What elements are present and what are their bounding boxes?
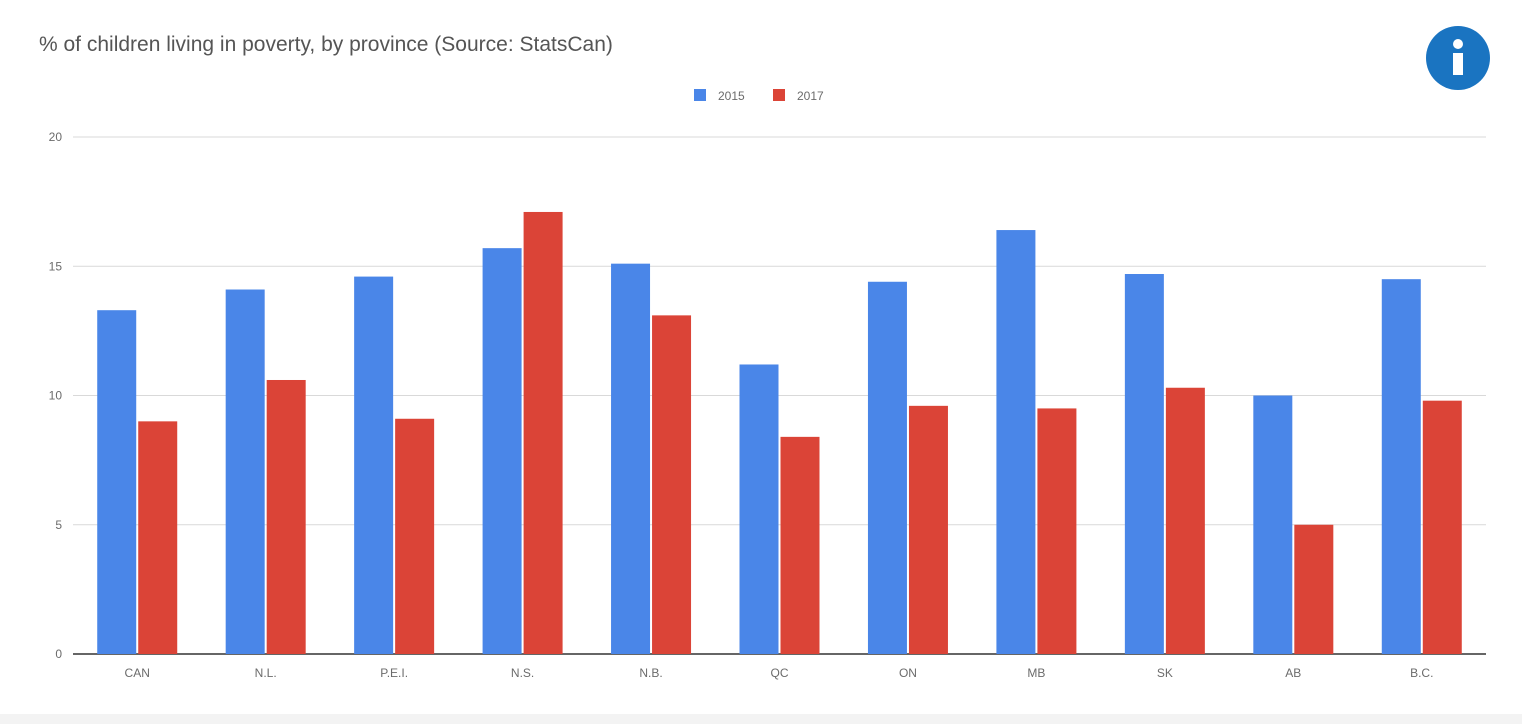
bars [97, 211, 1462, 655]
x-tick-label: QC [771, 666, 789, 680]
y-tick-label: 20 [49, 130, 63, 144]
bar-2015-nb[interactable] [611, 263, 651, 654]
legend-swatch-2017 [773, 89, 785, 101]
bar-2015-pei[interactable] [354, 276, 394, 654]
bar-2017-nl[interactable] [266, 379, 306, 654]
bar-2017-on[interactable] [908, 405, 948, 654]
bar-2017-ns[interactable] [523, 211, 563, 654]
info-icon [1453, 39, 1463, 75]
bar-2017-nb[interactable] [652, 315, 692, 654]
legend-swatch-2015 [694, 89, 706, 101]
legend-label-2017: 2017 [797, 89, 824, 103]
x-tick-label: P.E.I. [380, 666, 408, 680]
bar-2017-qc[interactable] [780, 436, 820, 654]
legend-label-2015: 2015 [718, 89, 745, 103]
bar-2017-can[interactable] [138, 421, 178, 654]
x-tick-label: N.S. [511, 666, 534, 680]
x-tick-label: AB [1285, 666, 1301, 680]
x-tick-label: N.B. [639, 666, 662, 680]
bar-2015-qc[interactable] [739, 364, 779, 654]
gridlines [73, 136, 1486, 655]
info-button[interactable] [1426, 26, 1490, 90]
y-tick-label: 0 [55, 647, 62, 661]
bar-2015-ns[interactable] [482, 248, 522, 654]
bar-2017-sk[interactable] [1165, 387, 1205, 654]
bar-2017-pei[interactable] [395, 418, 435, 654]
x-tick-label: ON [899, 666, 917, 680]
bar-2015-can[interactable] [97, 310, 137, 654]
bar-2017-bc[interactable] [1422, 400, 1462, 654]
bar-2015-ab[interactable] [1253, 395, 1293, 655]
y-axis-ticks: 0 5 10 15 20 [49, 130, 63, 661]
bar-2017-mb[interactable] [1037, 408, 1077, 654]
chart-title: % of children living in poverty, by prov… [39, 33, 613, 56]
x-tick-label: MB [1027, 666, 1045, 680]
bar-2015-on[interactable] [867, 281, 907, 654]
x-axis-labels: CAN N.L. P.E.I. N.S. N.B. QC ON MB SK AB B.C. [125, 666, 1434, 680]
bar-2015-bc[interactable] [1381, 279, 1421, 654]
legend: 2015 2017 [694, 89, 824, 103]
bar-2015-mb[interactable] [996, 230, 1036, 654]
x-tick-label: B.C. [1410, 666, 1433, 680]
y-tick-label: 5 [55, 518, 62, 532]
y-tick-label: 10 [49, 389, 63, 403]
bar-2015-sk[interactable] [1124, 274, 1164, 654]
x-tick-label: CAN [125, 666, 150, 680]
bar-2017-ab[interactable] [1294, 524, 1334, 654]
y-tick-label: 15 [49, 259, 63, 273]
bar-2015-nl[interactable] [225, 289, 265, 654]
x-tick-label: N.L. [255, 666, 277, 680]
x-tick-label: SK [1157, 666, 1173, 680]
